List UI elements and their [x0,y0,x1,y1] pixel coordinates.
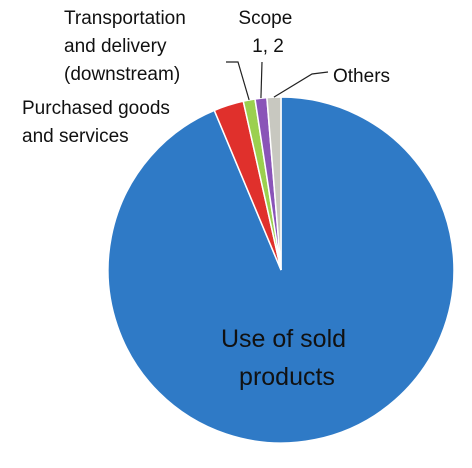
label-transportation-and-delivery: Transportation and delivery (downstream) [64,8,191,85]
label-scope-1-2: Scope 1, 2 [238,8,297,57]
leader-lines [226,61,329,101]
leader-line-transportation [226,61,250,101]
label-purchased-goods-and-services: Purchased goods and services [22,98,175,147]
pie-slices [107,96,455,444]
label-others: Others [333,66,390,87]
leader-line-scope-1-2 [260,61,263,99]
leader-line-others [273,71,329,98]
label-use-of-sold-products: Use of sold products [221,325,353,391]
